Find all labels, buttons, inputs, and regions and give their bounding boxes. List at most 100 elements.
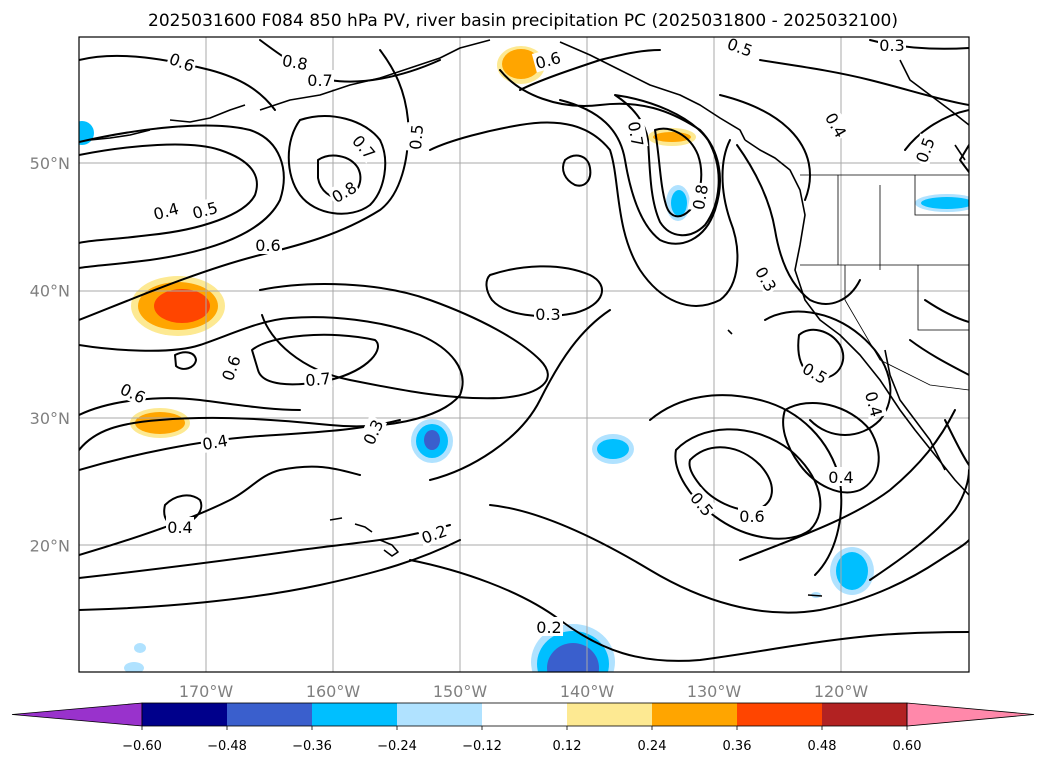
- contour-label-text: 0.3: [879, 36, 904, 55]
- contour-label-halo: [199, 429, 231, 454]
- contour-label-halo: [624, 118, 649, 150]
- colorbar-segment: [652, 703, 737, 726]
- colorbar-segment: [482, 703, 567, 726]
- contour-label-text: 0.4: [828, 468, 853, 487]
- contour-label-text: 0.2: [536, 618, 561, 637]
- colorbar-outline: [141, 702, 908, 727]
- contour-label: 0.7: [306, 70, 334, 90]
- colorbar-segment: [822, 703, 907, 726]
- anomaly-negative-hawaii-east: [411, 419, 453, 463]
- contour-label-halo: [798, 357, 833, 388]
- political-borders: [800, 174, 969, 391]
- contour-label: 0.7: [624, 118, 649, 150]
- contour-label-halo: [723, 37, 757, 61]
- colorbar-segment: [142, 703, 227, 726]
- colorbar-extend-high: [906, 702, 1035, 727]
- contour-label: 0.8: [279, 49, 311, 74]
- colorbar-tick-label: −0.24: [377, 739, 417, 754]
- colorbar-extend-low: [11, 702, 143, 727]
- contour-label-halo: [878, 37, 906, 54]
- lon-tick-label: 160°W: [306, 682, 361, 701]
- colorbar-tick-label: −0.48: [207, 739, 247, 754]
- anomaly-negative-southeast: [830, 547, 874, 595]
- contour-label-halo: [417, 519, 451, 548]
- contour-label-halo: [165, 47, 199, 76]
- anomaly-negative-northeast-coast: [915, 194, 969, 212]
- lat-tick-label: 50°N: [30, 154, 70, 173]
- lon-tick-label: 120°W: [814, 682, 869, 701]
- anomaly-negative-central: [592, 434, 634, 464]
- latitude-labels: 50°N 40°N 30°N 20°N: [30, 154, 70, 556]
- contour-label: 0.4: [166, 517, 194, 537]
- anomaly-negative-north-central: [666, 185, 690, 221]
- colorbar-tick-label: 0.60: [893, 739, 922, 754]
- contour-label-halo: [687, 181, 712, 213]
- contour-label-halo: [910, 133, 939, 167]
- colorbar-tick-label: −0.12: [462, 739, 502, 754]
- anomaly-positive-west-40n: [131, 276, 225, 336]
- colorbar-tick-label: 0.12: [553, 739, 582, 754]
- colorbar-tick-label: −0.60: [122, 739, 162, 754]
- contour-label-halo: [534, 304, 562, 323]
- contour-label-halo: [535, 617, 563, 636]
- contour-label-halo: [303, 367, 333, 390]
- lon-tick-label: 170°W: [179, 682, 234, 701]
- colorbar-tick-label: 0.48: [808, 739, 837, 754]
- contour-label-halo: [254, 235, 282, 254]
- contour-label-halo: [279, 49, 311, 74]
- contour-label-halo: [738, 506, 766, 525]
- lat-tick-label: 40°N: [30, 282, 70, 301]
- contour-label-halo: [404, 122, 427, 152]
- contour-label: 0.5: [404, 122, 427, 152]
- contour-label-text: 0.7: [624, 120, 647, 148]
- contour-label: 0.6: [254, 235, 282, 255]
- colorbar-tick-label: −0.36: [292, 739, 332, 754]
- colorbar-segment: [397, 703, 482, 726]
- contour-label-text: 0.8: [281, 51, 309, 74]
- contour-label-halo: [348, 129, 381, 164]
- contour-label: 0.3: [878, 36, 906, 55]
- colorbar: [11, 702, 1035, 727]
- contour-label-halo: [821, 107, 852, 142]
- contour-label-text: 0.7: [305, 369, 332, 390]
- contour-label-halo: [116, 378, 150, 408]
- contour-label-text: 0.4: [201, 431, 229, 454]
- contour-label: 0.7: [303, 367, 333, 390]
- precip-shading: [79, 46, 969, 672]
- contour-label-halo: [531, 46, 564, 73]
- anomaly-positive-north-central: [648, 128, 696, 146]
- contour-label-halo: [149, 197, 182, 224]
- anomaly-negative-south-central: [531, 624, 615, 672]
- contour-label-text: 0.3: [535, 305, 560, 324]
- colorbar-segment: [312, 703, 397, 726]
- lon-tick-label: 130°W: [687, 682, 742, 701]
- lat-tick-label: 20°N: [30, 537, 70, 556]
- colorbar-tick-label: 0.24: [638, 739, 667, 754]
- colorbar-tick-label: 0.36: [723, 739, 752, 754]
- colorbar-tick-labels: −0.60 −0.48 −0.36 −0.24 −0.12 0.12 0.24 0.36 0.4…: [122, 726, 921, 754]
- lon-tick-label: 140°W: [560, 682, 615, 701]
- contour-label-halo: [358, 415, 388, 449]
- anomaly-negative-small: [124, 592, 821, 672]
- colorbar-segment: [737, 703, 822, 726]
- pv-contours: [79, 39, 969, 662]
- contour-label-halo: [861, 387, 888, 420]
- contour-label-halo: [326, 176, 361, 207]
- contour-label-halo: [216, 351, 245, 385]
- contour-label-text: 0.5: [406, 124, 427, 151]
- colorbar-segment: [567, 703, 652, 726]
- contour-label-halo: [827, 467, 855, 486]
- map-area: 0.6 0.80.70.6 0.5 0.30.50.70.80.70.80.40.50…: [78, 36, 970, 673]
- contour-label-text: 0.6: [739, 507, 764, 526]
- contour-label: 0.2: [535, 617, 563, 637]
- contour-label-text: 0.7: [307, 71, 332, 90]
- contour-label-text: 0.8: [689, 183, 712, 211]
- contour-label-halo: [751, 261, 782, 296]
- contour-label: 0.6: [738, 506, 766, 526]
- contour-label: 0.4: [827, 467, 855, 487]
- contour-label-halo: [166, 517, 194, 536]
- contour-label: 0.4: [199, 429, 231, 454]
- contour-label: 0.3: [534, 304, 562, 324]
- contour-label-halo: [306, 70, 334, 89]
